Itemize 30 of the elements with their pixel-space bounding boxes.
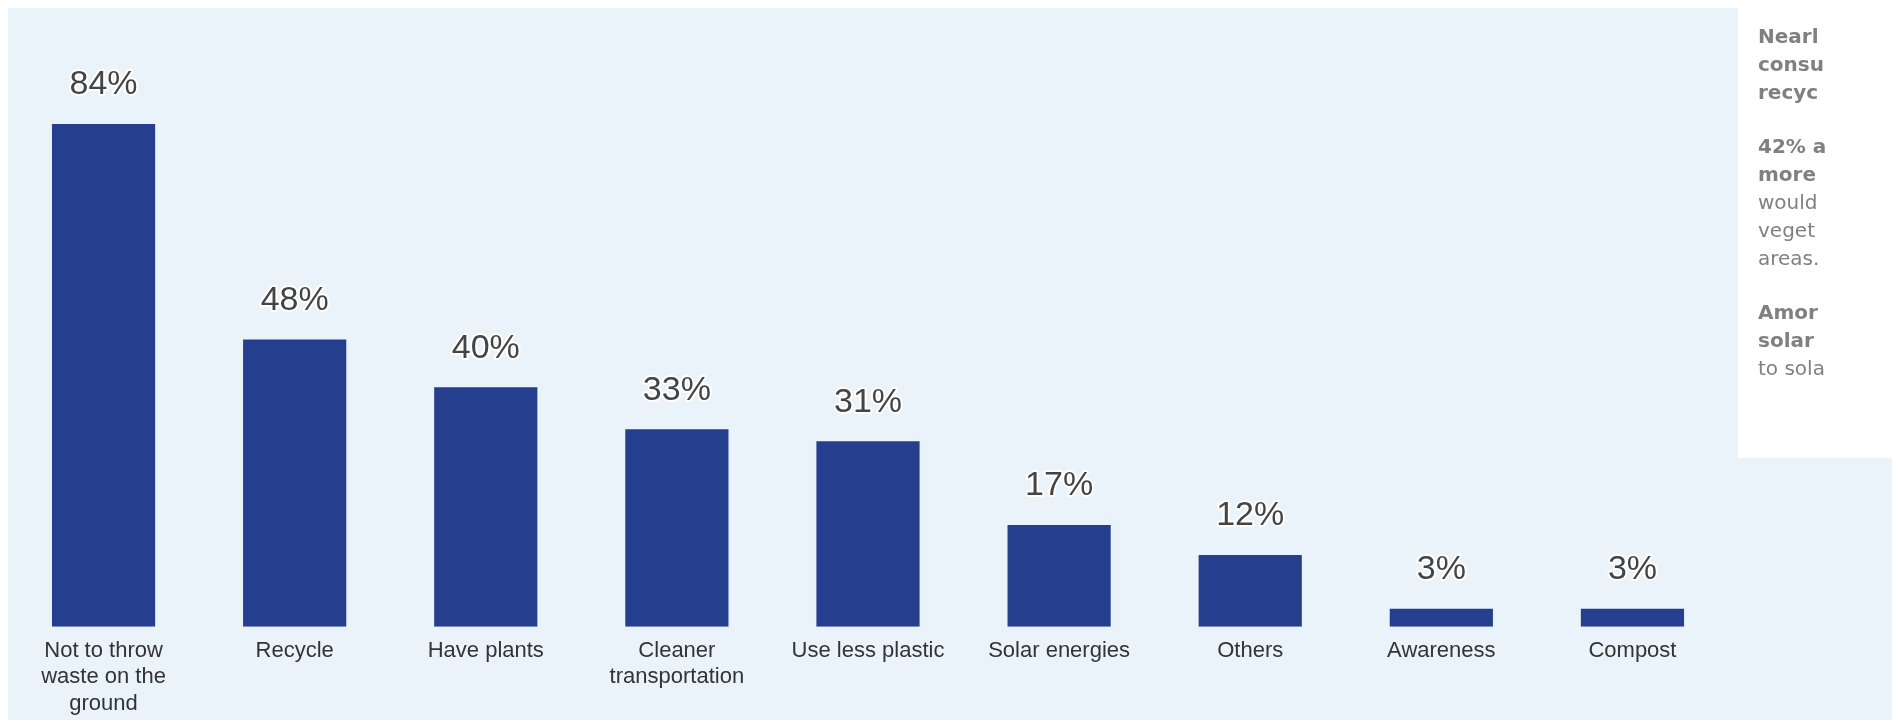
bar xyxy=(1580,608,1685,627)
x-tick-label: Compost xyxy=(1588,637,1677,663)
bar xyxy=(434,387,538,627)
bar xyxy=(51,123,156,627)
data-label: 48% xyxy=(260,278,329,317)
x-tick-label: Not to throw waste on the ground xyxy=(40,637,166,715)
data-label: 3% xyxy=(1416,548,1466,587)
bar xyxy=(1007,525,1111,627)
data-label: 33% xyxy=(642,368,711,407)
x-tick-label: Cleaner transportation xyxy=(609,637,745,689)
bar xyxy=(1198,554,1302,627)
x-tick-label: Have plants xyxy=(427,637,544,663)
data-label: 31% xyxy=(833,380,903,419)
x-tick-label: Recycle xyxy=(255,637,334,663)
x-tick-label: Others xyxy=(1217,637,1284,663)
text: Amor solar to sola xyxy=(1758,299,1826,382)
x-tick-label: Use less plastic xyxy=(791,637,945,663)
data-label: 3% xyxy=(1607,548,1658,587)
bar xyxy=(625,429,729,627)
data-label: 84% xyxy=(69,63,138,102)
bar xyxy=(243,339,347,627)
text: Nearl consu recyc xyxy=(1758,23,1825,106)
data-label: 12% xyxy=(1216,494,1285,533)
bar xyxy=(1389,608,1493,627)
text: 42% a more would veget areas. xyxy=(1758,133,1828,272)
x-tick-label: Solar energies xyxy=(988,637,1131,663)
bar xyxy=(816,441,920,627)
data-label: 17% xyxy=(1025,464,1094,503)
x-tick-label: Awareness xyxy=(1387,637,1496,663)
data-label: 40% xyxy=(451,326,520,365)
